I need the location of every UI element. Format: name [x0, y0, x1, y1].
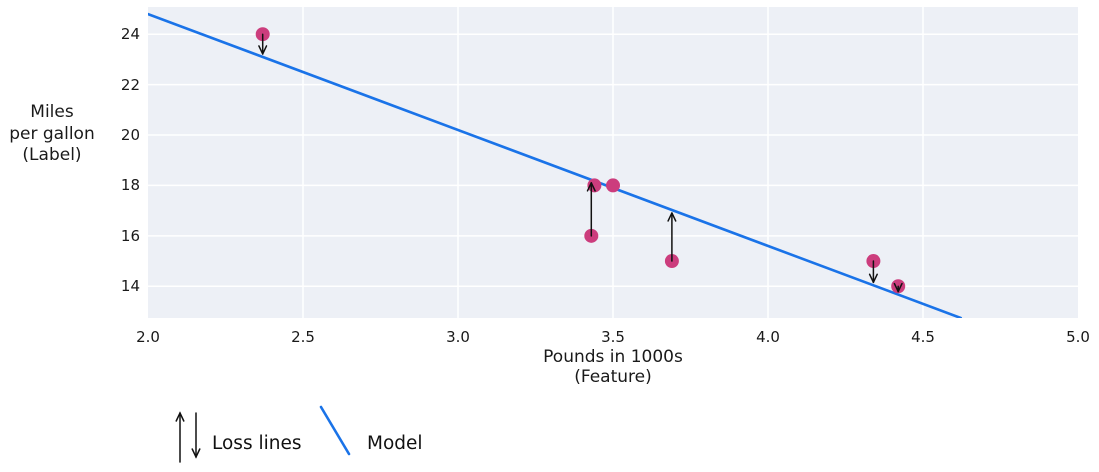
model-line: [148, 12, 963, 318]
model-line-icon: [319, 405, 351, 456]
data-point: [606, 178, 620, 193]
y-axis-title-line: Miles: [30, 102, 74, 122]
loss-arrow-head: [893, 282, 903, 293]
legend: Loss lines Model: [0, 400, 520, 472]
y-tick-label: 22: [120, 75, 140, 94]
loss-arrow-head: [868, 273, 878, 284]
x-tick-label: 4.5: [911, 328, 935, 346]
y-tick-label: 20: [120, 126, 140, 145]
legend-loss-label: Loss lines: [212, 433, 302, 454]
x-axis-title-line: (Feature): [574, 367, 652, 387]
y-tick-label: 24: [120, 25, 140, 44]
y-axis-title-line: (Label): [22, 145, 82, 165]
y-axis-title-line: per gallon: [9, 123, 95, 144]
loss-arrow-head: [667, 212, 677, 222]
loss-arrow-head: [586, 182, 596, 192]
loss-arrows-icon: [175, 411, 201, 463]
y-tick-label: 14: [120, 277, 140, 296]
legend-model-label: Model: [367, 433, 423, 454]
x-tick-label: 2.0: [136, 328, 160, 346]
y-tick-label: 16: [120, 226, 140, 245]
x-axis-title-line: Pounds in 1000s: [543, 347, 683, 367]
x-tick-label: 5.0: [1066, 328, 1090, 346]
loss-arrow-head: [258, 45, 268, 55]
plot-area: [148, 7, 1078, 318]
x-tick-label: 3.5: [601, 328, 625, 346]
x-tick-label: 2.5: [291, 328, 315, 346]
x-tick-label: 3.0: [446, 328, 470, 346]
chart-canvas: [148, 7, 1078, 318]
x-axis-title: Pounds in 1000s (Feature): [463, 347, 763, 387]
y-axis-title: Miles per gallon (Label): [0, 102, 104, 167]
x-tick-label: 4.0: [756, 328, 780, 346]
y-tick-label: 18: [120, 176, 140, 195]
